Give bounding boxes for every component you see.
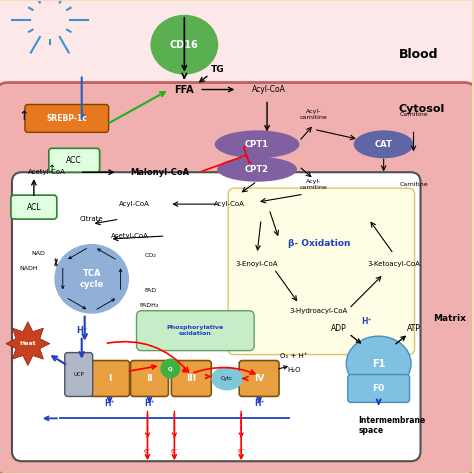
FancyBboxPatch shape [25,104,109,132]
Text: e⁻: e⁻ [237,448,245,454]
Text: Heat: Heat [19,341,36,346]
Ellipse shape [55,244,129,314]
Polygon shape [6,322,50,365]
Text: Carnitine: Carnitine [399,182,428,187]
Text: CPT1: CPT1 [245,140,269,149]
Text: Acyl-
carnitine: Acyl- carnitine [300,179,328,190]
FancyBboxPatch shape [239,361,279,396]
Text: CPT2: CPT2 [245,165,269,174]
Text: Intermembrane
space: Intermembrane space [359,416,426,435]
Text: Acyl-CoA: Acyl-CoA [252,85,286,94]
Text: Blood: Blood [399,48,438,61]
Text: Acyl-CoA: Acyl-CoA [214,201,245,207]
Text: Cytc: Cytc [221,376,233,381]
FancyBboxPatch shape [172,361,211,396]
Ellipse shape [211,366,243,391]
Text: II: II [146,374,153,383]
Text: Acetyl-CoA: Acetyl-CoA [110,233,148,239]
Text: H⁺: H⁺ [104,399,115,408]
Text: III: III [186,374,196,383]
Text: 3-Hydroacyl-CoA: 3-Hydroacyl-CoA [290,308,348,314]
Text: O₂ + H⁺: O₂ + H⁺ [280,353,308,359]
FancyBboxPatch shape [65,353,93,396]
Text: NAD: NAD [31,251,45,256]
Ellipse shape [217,157,297,182]
Text: ATP: ATP [407,324,420,333]
Text: ADP: ADP [331,324,346,333]
Text: 3-Ketoacyl-CoA: 3-Ketoacyl-CoA [367,261,420,267]
Bar [0,1,472,84]
Text: Acyl-CoA: Acyl-CoA [119,201,150,207]
FancyBboxPatch shape [0,82,474,474]
Text: NADH: NADH [19,266,38,272]
FancyBboxPatch shape [130,361,168,396]
Circle shape [160,358,181,379]
Text: IV: IV [254,374,264,383]
Text: H⁺: H⁺ [76,326,87,335]
Text: FAD: FAD [145,288,156,293]
Text: Acetyl-CoA: Acetyl-CoA [28,169,66,175]
Ellipse shape [346,336,411,391]
Text: ↑: ↑ [48,164,56,174]
Text: Phosphorylative
oxidation: Phosphorylative oxidation [167,325,224,336]
Text: F0: F0 [373,384,385,393]
Bar [0,97,472,284]
FancyBboxPatch shape [12,172,420,461]
Text: F1: F1 [372,358,385,369]
Text: TG: TG [210,65,224,74]
Text: I: I [108,374,111,383]
FancyBboxPatch shape [228,188,415,355]
Text: Cytosol: Cytosol [399,104,445,114]
Text: CO₂: CO₂ [145,254,156,258]
Text: CD16: CD16 [170,40,199,50]
Text: Malonyl-CoA: Malonyl-CoA [130,168,189,177]
Text: FFA: FFA [174,84,194,94]
Text: 3-Enoyl-CoA: 3-Enoyl-CoA [236,261,278,267]
FancyBboxPatch shape [348,374,410,402]
Text: TCA
cycle: TCA cycle [80,269,104,289]
Ellipse shape [215,130,300,158]
Text: β- Oxidation: β- Oxidation [288,239,350,248]
Text: H₂O: H₂O [287,366,301,373]
Text: ACL: ACL [27,202,41,211]
Text: e⁻: e⁻ [170,448,178,454]
Text: SREBP-1c: SREBP-1c [46,114,87,123]
Text: e⁻: e⁻ [144,448,152,454]
Ellipse shape [354,130,413,158]
Text: ↑: ↑ [18,110,29,123]
Ellipse shape [150,15,218,74]
Text: Q: Q [168,366,173,371]
FancyBboxPatch shape [11,195,57,219]
Text: Citrate: Citrate [80,216,103,222]
FancyBboxPatch shape [49,148,100,172]
Text: Carnitine: Carnitine [399,112,428,117]
Text: H⁺: H⁺ [254,399,264,408]
FancyBboxPatch shape [90,361,129,396]
Text: ACC: ACC [66,156,82,165]
Text: Matrix: Matrix [434,314,466,323]
Text: H⁺: H⁺ [362,317,372,326]
Text: Acyl-
carnitine: Acyl- carnitine [300,109,328,120]
Text: CAT: CAT [375,140,392,149]
Text: H⁺: H⁺ [144,399,155,408]
Text: UCP: UCP [73,372,84,377]
Text: FADH₂: FADH₂ [139,303,159,308]
FancyBboxPatch shape [137,311,254,351]
